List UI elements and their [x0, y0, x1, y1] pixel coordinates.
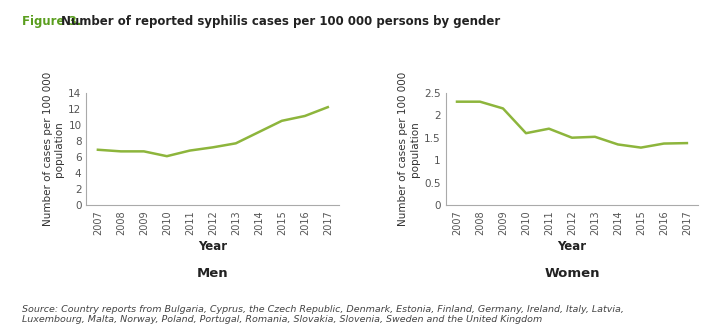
- Y-axis label: Number of cases per 100 000
population: Number of cases per 100 000 population: [42, 72, 64, 226]
- Text: Figure 3.: Figure 3.: [22, 15, 85, 28]
- Text: Women: Women: [544, 266, 600, 280]
- Text: Number of reported syphilis cases per 100 000 persons by gender: Number of reported syphilis cases per 10…: [61, 15, 500, 28]
- Text: Source: Country reports from Bulgaria, Cyprus, the Czech Republic, Denmark, Esto: Source: Country reports from Bulgaria, C…: [22, 305, 624, 324]
- Y-axis label: Number of cases per 100 000
population: Number of cases per 100 000 population: [398, 72, 420, 226]
- Text: Men: Men: [197, 266, 229, 280]
- X-axis label: Year: Year: [198, 240, 228, 254]
- X-axis label: Year: Year: [557, 240, 587, 254]
